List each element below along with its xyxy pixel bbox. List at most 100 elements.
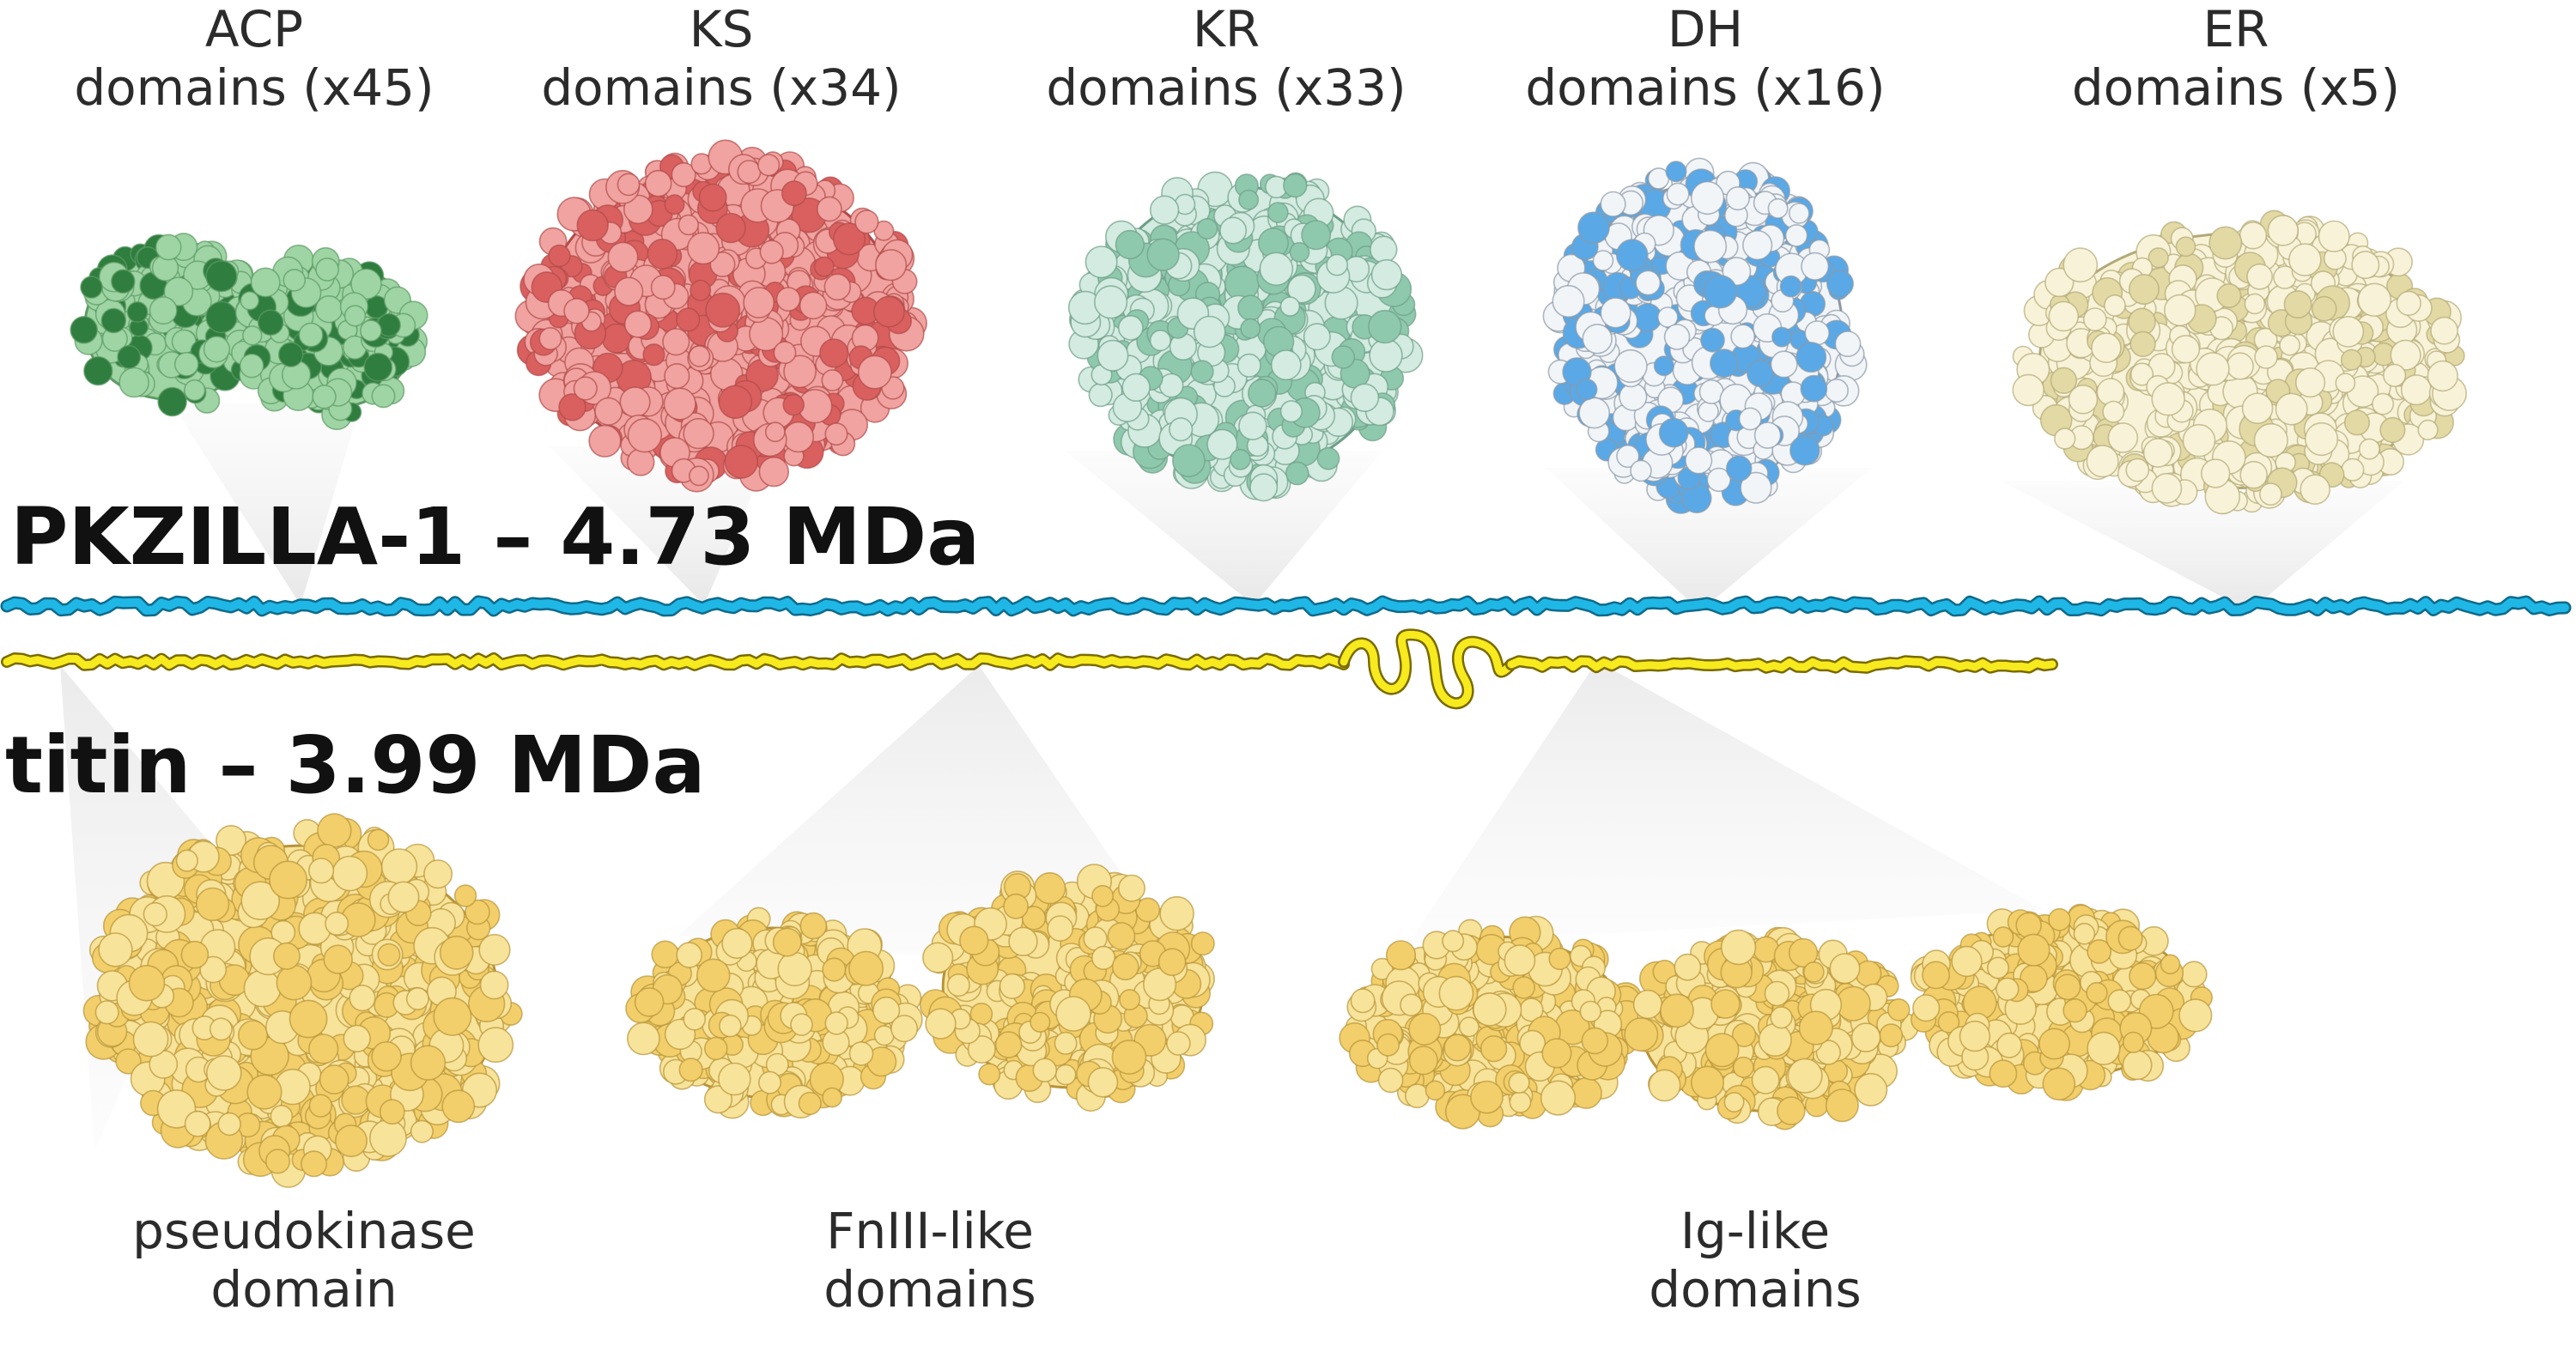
ks-structure-atom	[588, 424, 622, 458]
ks-structure-atom	[671, 162, 696, 188]
kr-structure-atom	[1193, 315, 1226, 349]
dh-structure-atom	[1663, 324, 1691, 350]
kr-structure-atom	[1279, 296, 1301, 317]
dh-structure-atom	[1615, 239, 1649, 272]
ig-structure-1-atom	[1548, 947, 1571, 971]
pseudokinase-structure-atom	[410, 1045, 447, 1081]
er-structure-atom	[2226, 352, 2254, 380]
er-structure-atom	[2196, 352, 2230, 386]
er-structure-atom	[2151, 472, 2183, 504]
pseudokinase-structure-atom	[405, 987, 429, 1011]
ks-structure-atom	[664, 363, 690, 390]
fniii-structure-left-atom	[848, 950, 884, 986]
er-structure-atom	[2068, 384, 2099, 415]
pseudokinase-structure-atom	[301, 1150, 328, 1178]
acp-structure-right-atom	[343, 305, 367, 327]
dh-structure-atom	[1600, 191, 1626, 217]
ks-structure-atom	[819, 338, 849, 368]
acp-structure-left-atom	[203, 336, 231, 363]
ks-structure-atom	[689, 465, 709, 487]
acp-structure-left-atom	[184, 379, 206, 402]
er-structure-atom	[2182, 423, 2216, 458]
dh-structure-atom	[1653, 355, 1674, 377]
fniii-structure-left-atom	[757, 1070, 781, 1094]
er-structure-atom	[2279, 334, 2301, 356]
ks-structure-atom	[644, 169, 672, 197]
kr-structure-atom	[1149, 195, 1180, 225]
pkzilla-chain	[3, 597, 2569, 615]
ig-structure-1	[1339, 915, 1647, 1130]
ig-structure-3-atom	[2017, 933, 2050, 967]
label-ig-line1: Ig-like	[1680, 1202, 1831, 1260]
pseudokinase-structure-atom	[478, 933, 511, 967]
ig-structure-1-atom	[1509, 1091, 1532, 1113]
er-structure-atom	[2267, 215, 2300, 246]
ig-structure-3-atom	[2129, 961, 2157, 991]
ks-structure-atom	[759, 239, 784, 264]
ig-structure-3-atom	[2087, 1031, 2121, 1065]
acp-structure-left-atom	[111, 269, 136, 294]
pseudokinase-structure-atom	[276, 964, 313, 1001]
er-structure-atom	[2054, 427, 2076, 450]
er-structure-atom	[2244, 293, 2266, 315]
ig-structure-2-atom	[1660, 993, 1694, 1028]
kr-structure-atom	[1267, 202, 1289, 224]
ig-structure-3-atom	[2122, 1031, 2145, 1053]
ks-structure-atom	[872, 295, 905, 328]
dh-structure-atom	[1767, 197, 1789, 219]
ig-structure-3-atom	[2063, 997, 2087, 1023]
er-structure-atom	[2258, 482, 2282, 506]
ks-structure-atom	[538, 326, 562, 350]
er-structure-atom	[2343, 409, 2371, 436]
er-structure-atom	[2390, 339, 2421, 371]
pseudokinase-structure-atom	[319, 1064, 349, 1094]
ig-structure-1-atom	[1512, 976, 1535, 999]
ig-structure-2-atom	[1787, 1058, 1823, 1094]
label-pseudokinase: pseudokinase domain	[132, 1202, 476, 1319]
top-domain-structures	[70, 139, 2468, 515]
ks-structure-atom	[823, 273, 852, 301]
dh-structure-atom	[1770, 350, 1798, 379]
acp-structure-right-atom	[363, 352, 393, 382]
er-structure-atom	[2396, 290, 2421, 316]
kr-structure-atom	[1097, 339, 1129, 372]
kr-structure-atom	[1230, 448, 1251, 470]
pseudokinase-structure-atom	[334, 1125, 368, 1158]
acp-structure-right-atom	[371, 384, 396, 409]
pseudokinase-structure-atom	[465, 899, 490, 925]
pseudokinase-structure-atom	[371, 1040, 402, 1072]
ig-structure-2-atom	[1802, 961, 1825, 983]
ks-structure-atom	[683, 417, 714, 450]
zoom-beam-bottom-3	[1408, 661, 2044, 944]
er-structure-atom	[2128, 273, 2160, 305]
ks-structure-atom	[758, 456, 789, 488]
pseudokinase-structure-atom	[143, 901, 168, 927]
pseudokinase-structure-atom	[238, 1020, 269, 1051]
titin-loop-region	[1340, 630, 1516, 707]
label-dh-name: DH	[1667, 0, 1744, 58]
ig-structure-1-atom	[1443, 1034, 1472, 1062]
pseudokinase-structure-atom	[272, 942, 301, 970]
ig-structure-3-atom	[2107, 989, 2132, 1014]
pseudokinase-structure-atom	[380, 848, 418, 885]
dh-structure-atom	[1576, 379, 1598, 401]
er-structure-atom	[2253, 422, 2288, 458]
acp-structure-right-atom	[359, 319, 382, 343]
er-structure-atom	[2358, 438, 2380, 460]
ig-structure-3-atom	[1989, 1059, 2018, 1088]
fniii-structure-left-atom	[718, 1062, 751, 1096]
er-structure-atom	[2125, 458, 2150, 482]
ig-structure-3-atom	[1987, 956, 2010, 979]
fniii-structure-left-atom	[798, 1091, 822, 1115]
fniii-structure-left-atom	[719, 1014, 742, 1038]
fniii-structure-right-atom	[1054, 1031, 1078, 1055]
er-structure-atom	[2305, 421, 2339, 457]
ks-structure-atom	[623, 194, 653, 225]
fniii-structure-left-atom	[627, 1022, 660, 1056]
ks-structure-atom	[821, 369, 844, 391]
er-structure-atom	[2295, 367, 2326, 398]
ks-structure-atom	[594, 397, 623, 426]
kr-structure-atom	[1115, 229, 1145, 260]
dh-structure-atom	[1747, 359, 1775, 387]
acp-structure-right-atom	[257, 309, 284, 336]
